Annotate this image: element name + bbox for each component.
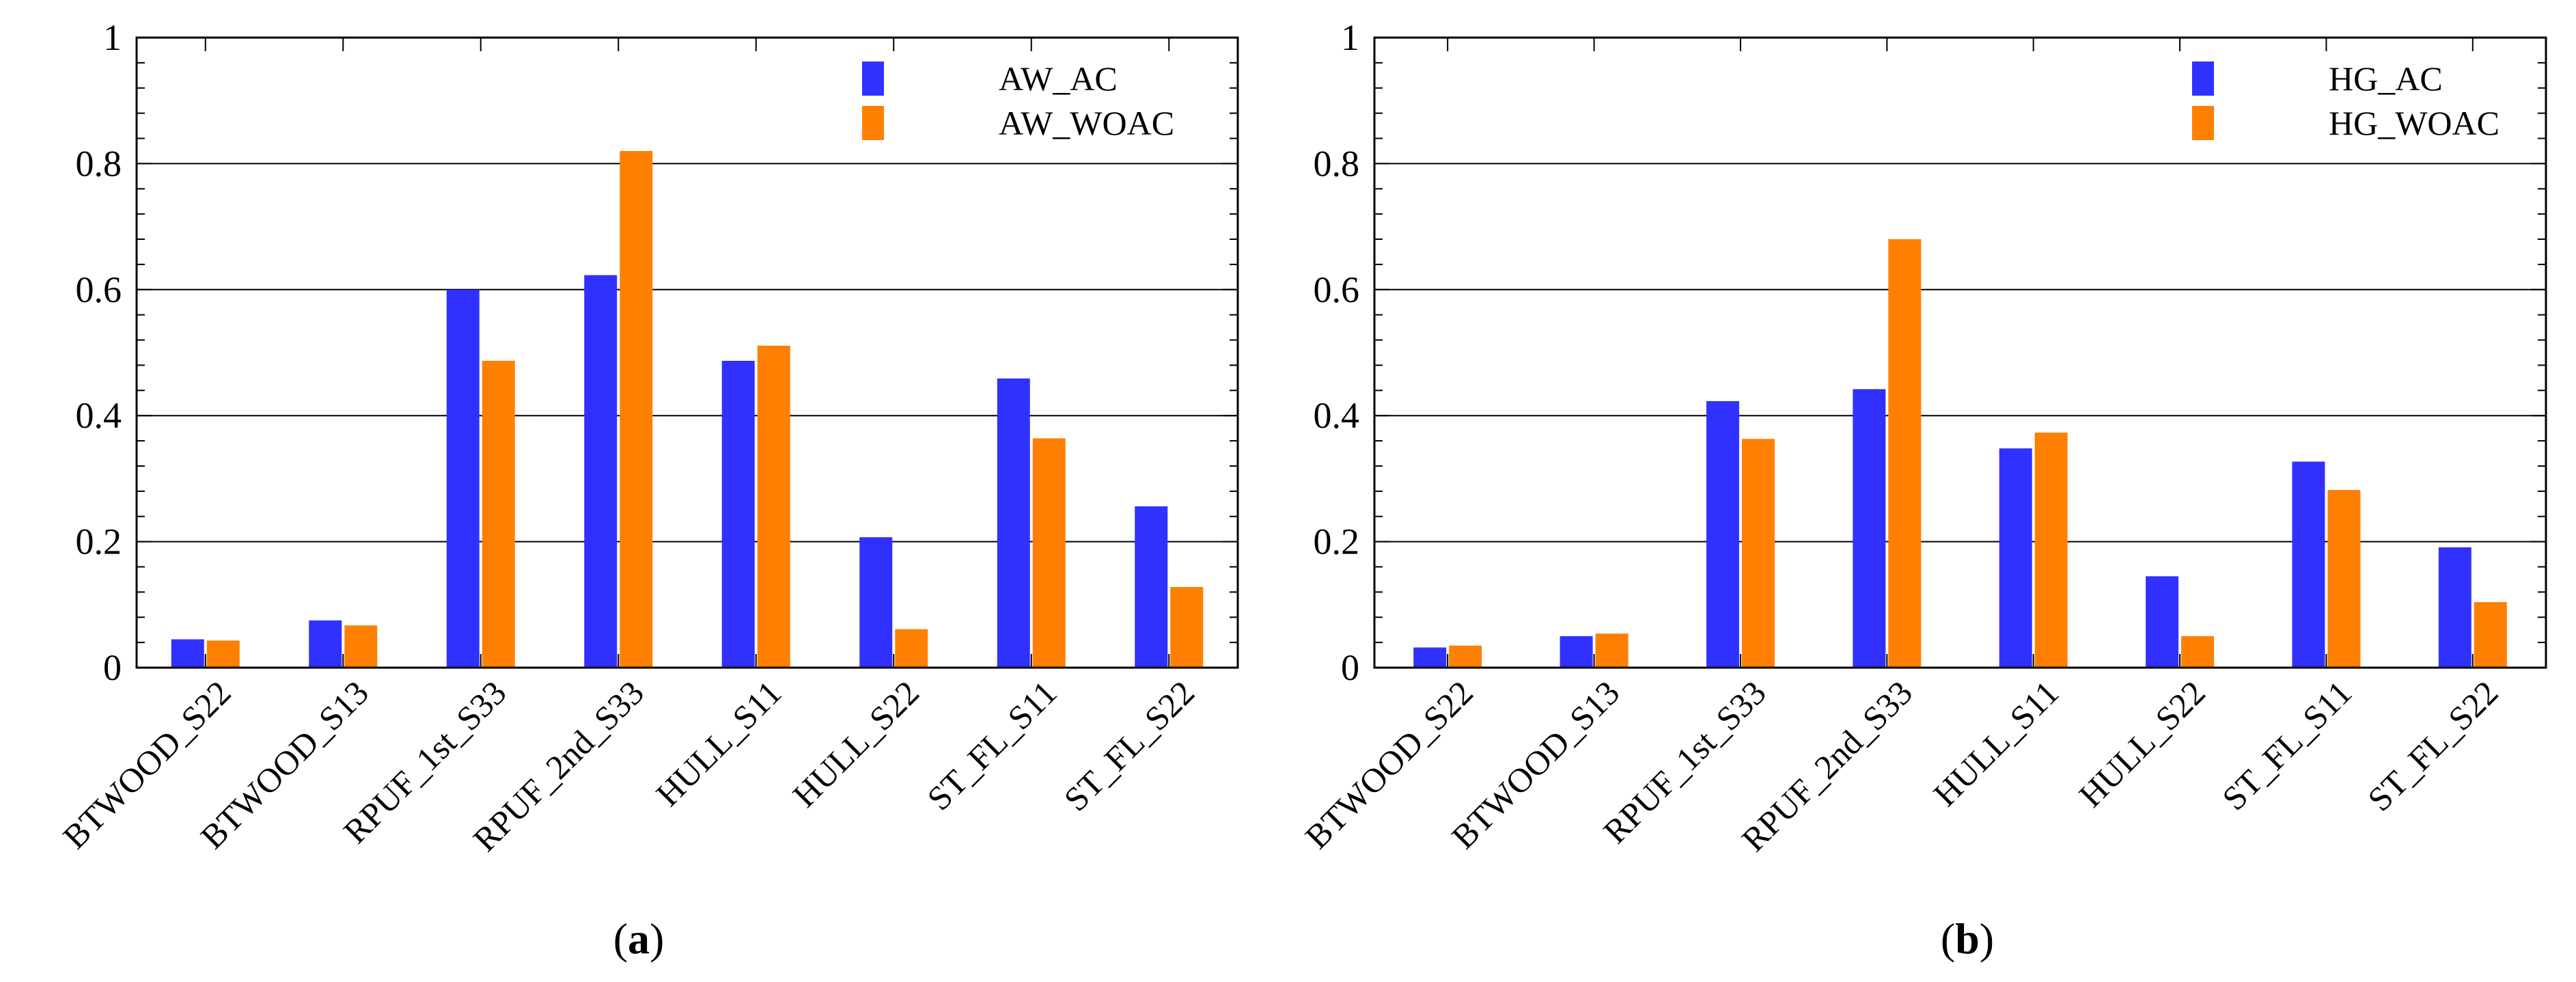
bar-HG_AC-HULL_S22 xyxy=(2146,576,2179,668)
legend-label-HG_WOAC: HG_WOAC xyxy=(2329,104,2499,142)
bar-AW_AC-ST_FL_S22 xyxy=(1135,506,1168,668)
bar-HG_WOAC-HULL_S11 xyxy=(2034,433,2068,668)
panel-label-close: ) xyxy=(650,914,664,963)
y-tick-label: 1 xyxy=(1341,17,1359,58)
x-tick-label: ST_FL_S11 xyxy=(919,673,1064,817)
x-tick-label: ST_FL_S11 xyxy=(2215,673,2359,817)
x-tick-label: ST_FL_S22 xyxy=(2360,673,2505,818)
plot-frame xyxy=(135,36,1239,669)
x-tick-label: ST_FL_S22 xyxy=(1057,673,1202,818)
bar-AW_WOAC-BTWOOD_S22 xyxy=(206,640,240,668)
y-tick-label: 1 xyxy=(103,17,122,58)
y-tick-label: 0.8 xyxy=(1314,143,1360,184)
bar-AW_WOAC-BTWOOD_S13 xyxy=(344,625,378,668)
bar-HG_WOAC-BTWOOD_S13 xyxy=(1595,633,1629,668)
x-tick-label: HULL_S22 xyxy=(785,673,926,815)
bar-HG_AC-BTWOOD_S13 xyxy=(1560,636,1593,668)
bar-AW_WOAC-ST_FL_S22 xyxy=(1170,586,1204,668)
bar-HG_WOAC-RPUF_1st_S33 xyxy=(1741,439,1775,668)
bar-AW_WOAC-HULL_S11 xyxy=(757,345,790,668)
chart-panel-a: 00.20.40.60.81BTWOOD_S22BTWOOD_S13RPUF_1… xyxy=(55,17,1239,963)
y-tick-label: 0.4 xyxy=(76,395,122,436)
panel-label: (a) xyxy=(613,914,665,963)
y-tick-label: 0.2 xyxy=(76,521,122,562)
bar-AW_AC-BTWOOD_S22 xyxy=(171,639,204,668)
bar-AW_WOAC-RPUF_1st_S33 xyxy=(482,360,515,668)
bar-HG_AC-ST_FL_S22 xyxy=(2438,547,2471,668)
x-tick-label: HULL_S22 xyxy=(2071,673,2213,815)
y-tick-label: 0.2 xyxy=(1314,521,1360,562)
panel-label-letter: a xyxy=(628,914,650,963)
panel-label: (b) xyxy=(1941,914,1994,963)
x-tick-label: HULL_S11 xyxy=(648,673,788,813)
y-tick-label: 0.6 xyxy=(76,269,122,310)
bar-AW_AC-ST_FL_S11 xyxy=(997,378,1030,668)
bar-HG_AC-RPUF_1st_S33 xyxy=(1706,400,1739,668)
bar-AW_WOAC-HULL_S22 xyxy=(895,629,928,668)
bar-HG_WOAC-RPUF_2nd_S33 xyxy=(1888,239,1922,668)
bar-AW_AC-RPUF_1st_S33 xyxy=(446,289,480,668)
panel-label-open: ( xyxy=(613,914,628,963)
bar-AW_WOAC-ST_FL_S11 xyxy=(1032,438,1066,668)
bar-AW_AC-HULL_S22 xyxy=(859,537,893,668)
legend-label-AW_WOAC: AW_WOAC xyxy=(999,104,1174,142)
bar-HG_AC-HULL_S11 xyxy=(1999,448,2032,668)
bar-AW_AC-BTWOOD_S13 xyxy=(309,620,342,668)
bar-AW_WOAC-RPUF_2nd_S33 xyxy=(620,150,653,668)
y-tick-label: 0.4 xyxy=(1314,395,1360,436)
bar-HG_WOAC-ST_FL_S11 xyxy=(2327,489,2361,668)
bar-HG_AC-RPUF_2nd_S33 xyxy=(1853,389,1886,668)
legend-swatch-HG_AC xyxy=(2192,62,2214,96)
y-tick-label: 0.8 xyxy=(76,143,122,184)
bar-AW_AC-HULL_S11 xyxy=(721,360,755,668)
bar-HG_WOAC-ST_FL_S22 xyxy=(2474,602,2507,668)
bar-HG_AC-BTWOOD_S22 xyxy=(1413,647,1447,668)
legend-label-HG_AC: HG_AC xyxy=(2329,59,2443,98)
legend-swatch-AW_AC xyxy=(862,62,884,96)
bar-AW_AC-RPUF_2nd_S33 xyxy=(584,275,618,668)
bar-HG_WOAC-HULL_S22 xyxy=(2181,636,2215,668)
legend-swatch-HG_WOAC xyxy=(2192,106,2214,140)
y-tick-label: 0 xyxy=(103,647,122,688)
panel-label-close: ) xyxy=(1980,914,1994,963)
x-tick-label: HULL_S11 xyxy=(1926,673,2066,813)
bar-HG_AC-ST_FL_S11 xyxy=(2292,461,2325,668)
panel-label-open: ( xyxy=(1941,914,1955,963)
bar-HG_WOAC-BTWOOD_S22 xyxy=(1449,645,1482,668)
legend-swatch-AW_WOAC xyxy=(862,106,884,140)
legend-label-AW_AC: AW_AC xyxy=(999,59,1118,98)
y-tick-label: 0 xyxy=(1341,647,1359,688)
chart-panel-b: 00.20.40.60.81BTWOOD_S22BTWOOD_S13RPUF_1… xyxy=(1298,17,2547,963)
plot-frame xyxy=(1373,36,2547,669)
y-tick-label: 0.6 xyxy=(1314,269,1360,310)
panel-label-letter: b xyxy=(1955,914,1980,963)
